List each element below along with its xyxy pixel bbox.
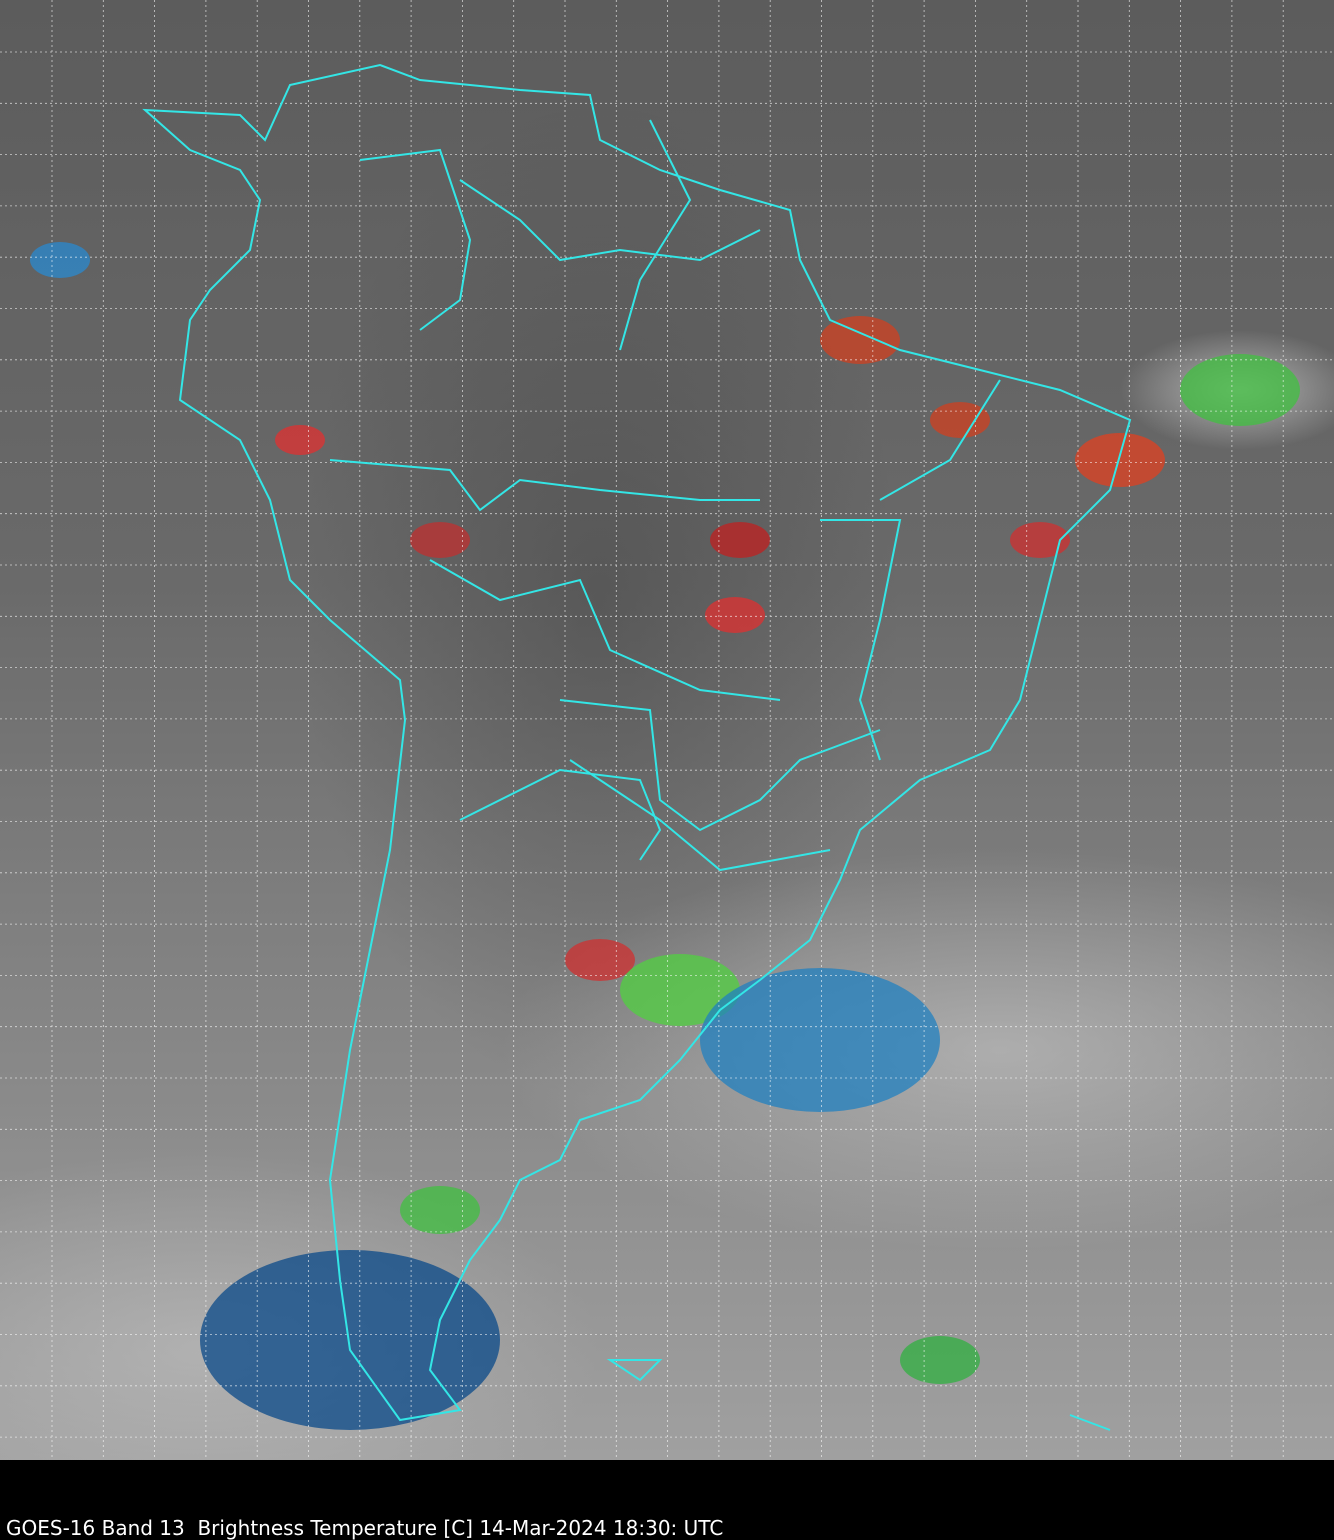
cold-cloud-top: [1180, 354, 1300, 426]
cold-cloud-top: [410, 522, 470, 558]
cold-cloud-top: [400, 1186, 480, 1234]
cold-cloud-top: [1075, 433, 1165, 487]
cold-cloud-top: [620, 954, 740, 1026]
cold-cloud-top: [710, 522, 770, 558]
cold-cloud-top: [705, 597, 765, 633]
satellite-image: [0, 0, 1334, 1460]
map-overlay: [0, 0, 1334, 1460]
image-caption: GOES-16 Band 13 Brightness Temperature […: [6, 1516, 724, 1540]
cold-cloud-top: [200, 1250, 500, 1430]
cold-cloud-top: [900, 1336, 980, 1384]
cold-cloud-top: [930, 402, 990, 438]
cold-cloud-top: [565, 939, 635, 981]
convective-clouds: [30, 242, 1300, 1430]
cold-cloud-top: [30, 242, 90, 278]
cold-cloud-top: [275, 425, 325, 455]
lat-lon-grid: [0, 0, 1334, 1460]
country-borders: [142, 63, 1132, 1431]
cold-cloud-top: [700, 968, 940, 1112]
cold-cloud-top: [820, 316, 900, 364]
cold-cloud-top: [1010, 522, 1070, 558]
